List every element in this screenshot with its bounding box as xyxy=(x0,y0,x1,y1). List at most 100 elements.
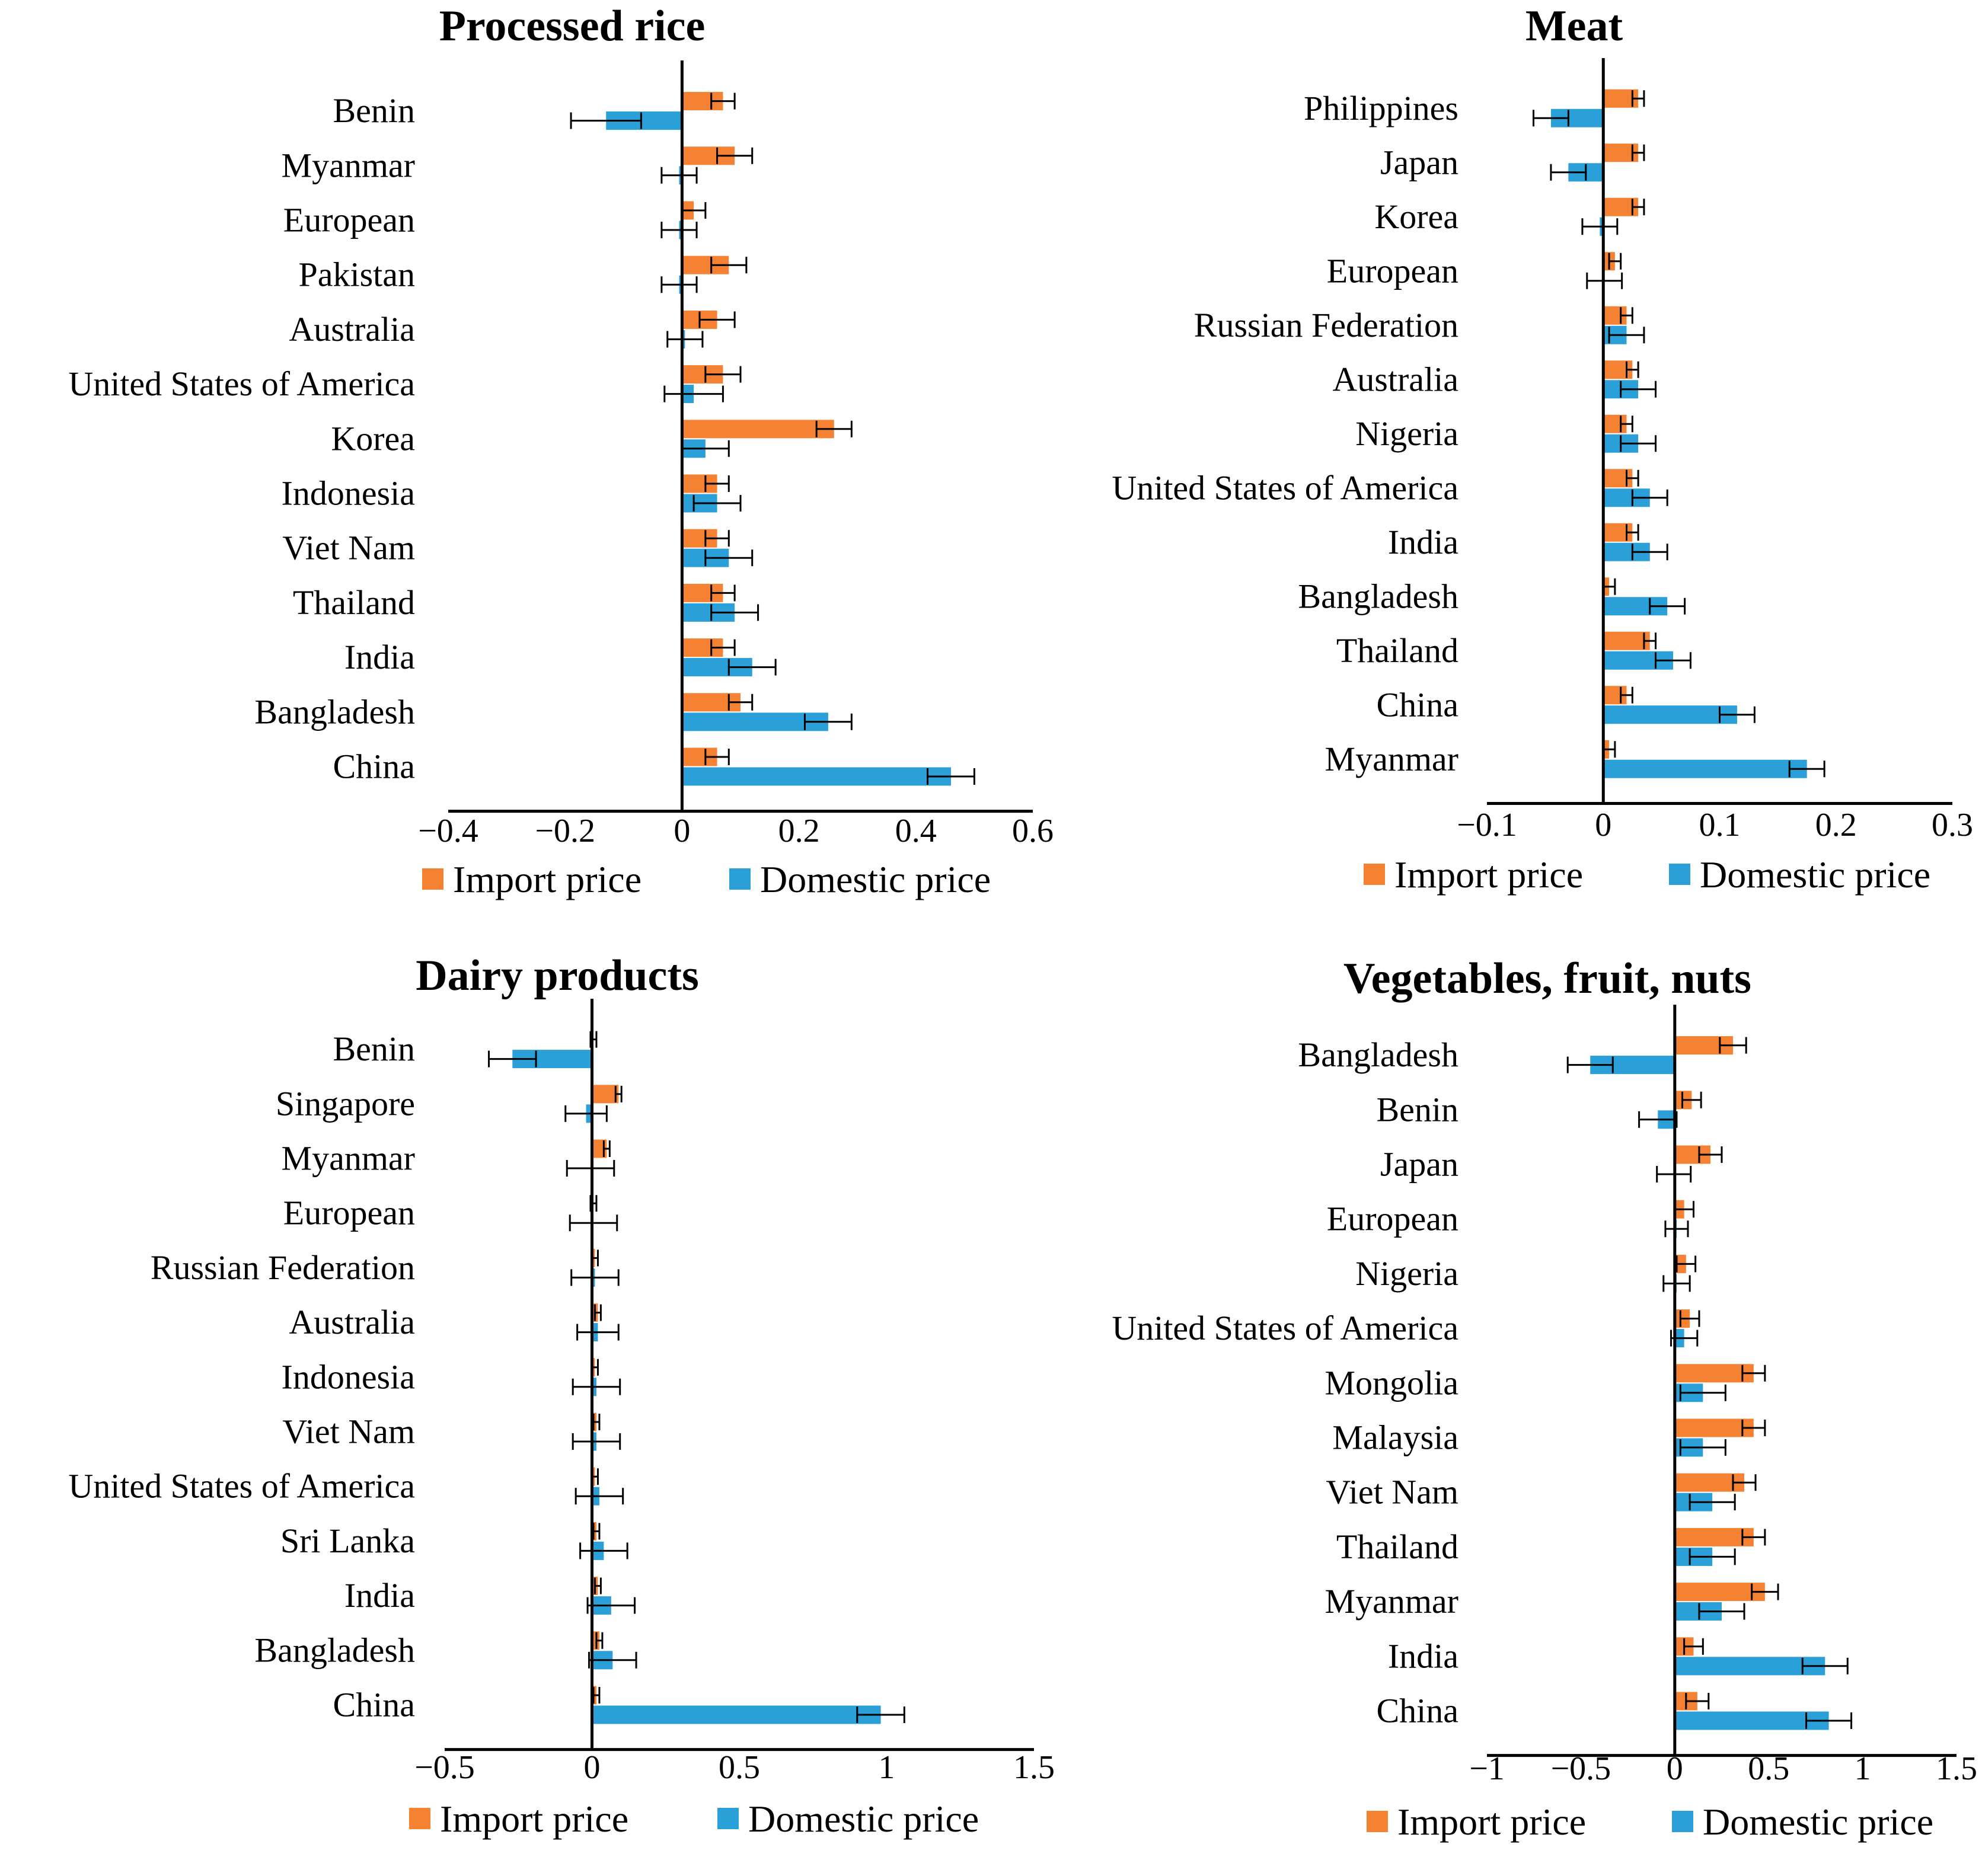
category-label: Japan xyxy=(1380,1145,1458,1184)
import-price-bar xyxy=(682,420,834,439)
category-label: Philippines xyxy=(1304,89,1458,127)
legend: Import price Domestic price xyxy=(422,858,991,900)
category-label: Korea xyxy=(1374,197,1458,236)
import-price-bar xyxy=(1674,1527,1754,1546)
category-label: China xyxy=(333,747,415,786)
import-price-bar xyxy=(592,1085,619,1104)
legend-swatch-domestic xyxy=(1672,1811,1693,1832)
category-label: Sri Lanka xyxy=(280,1522,415,1560)
category-label: Thailand xyxy=(1336,631,1458,670)
category-label: China xyxy=(1376,685,1458,724)
category-label: European xyxy=(283,1194,415,1232)
x-tick-label: 1.5 xyxy=(1013,1749,1055,1786)
x-tick-label: 1.5 xyxy=(1936,1750,1977,1787)
category-label: Australia xyxy=(289,310,415,349)
legend-label-import: Import price xyxy=(453,858,641,900)
category-label: Viet Nam xyxy=(282,529,415,567)
x-tick-label: 1 xyxy=(879,1749,895,1786)
legend: Import price Domestic price xyxy=(409,1798,979,1840)
category-label: Benin xyxy=(1376,1090,1458,1129)
category-label: Australia xyxy=(1332,360,1458,398)
category-label: Nigeria xyxy=(1355,1254,1458,1293)
category-label: Bangladesh xyxy=(254,692,415,731)
category-label: Benin xyxy=(333,91,415,130)
x-tick-label: −0.5 xyxy=(414,1749,475,1786)
category-label: Australia xyxy=(289,1303,415,1341)
legend-swatch-domestic xyxy=(717,1808,739,1829)
import-price-bar xyxy=(1674,1583,1765,1602)
category-label: Thailand xyxy=(293,583,415,622)
category-label: Myanmar xyxy=(1325,1582,1459,1621)
category-label: Myanmar xyxy=(1325,740,1459,778)
x-tick-label: −0.2 xyxy=(535,813,595,849)
category-label: United States of America xyxy=(68,365,415,403)
chart-title: Vegetables, fruit, nuts xyxy=(1343,954,1751,1003)
legend-swatch-import xyxy=(1367,1811,1388,1832)
category-label: Myanmar xyxy=(282,146,416,184)
legend-swatch-domestic xyxy=(1669,864,1690,885)
panel-vegetables-fruit-nuts: Vegetables, fruit, nuts Bangladesh Benin Ja… xyxy=(1112,954,1977,1843)
legend-swatch-import xyxy=(1364,864,1385,885)
x-tick-label: 0 xyxy=(1667,1750,1683,1787)
x-tick-label: 1 xyxy=(1855,1750,1871,1787)
import-price-bar xyxy=(1674,1418,1754,1437)
category-label: Nigeria xyxy=(1355,414,1458,453)
x-tick-label: 0.3 xyxy=(1932,807,1973,843)
import-price-bar xyxy=(1603,631,1650,650)
category-label: United States of America xyxy=(1112,1309,1458,1347)
x-tick-label: 0.5 xyxy=(1748,1750,1789,1787)
category-label: Benin xyxy=(333,1030,415,1068)
legend-label-domestic: Domestic price xyxy=(1700,854,1930,896)
legend-label-domestic: Domestic price xyxy=(748,1798,979,1840)
category-label: Thailand xyxy=(1336,1527,1458,1566)
category-label: Malaysia xyxy=(1332,1418,1458,1457)
category-label: Bangladesh xyxy=(1298,1036,1458,1074)
category-label: Indonesia xyxy=(282,474,416,513)
category-label: India xyxy=(1388,523,1458,561)
category-label: India xyxy=(344,1576,415,1615)
x-tick-label: −0.5 xyxy=(1551,1750,1611,1787)
category-label: Bangladesh xyxy=(1298,577,1458,615)
domestic-price-bar xyxy=(1674,1711,1829,1730)
category-label: Indonesia xyxy=(282,1357,416,1396)
x-tick-label: 0 xyxy=(674,813,690,849)
domestic-price-bar xyxy=(1603,705,1737,724)
domestic-price-bar xyxy=(1674,1657,1825,1676)
category-label: European xyxy=(283,201,415,239)
domestic-price-bar xyxy=(1603,759,1807,778)
category-label: China xyxy=(1376,1692,1458,1730)
category-label: Russian Federation xyxy=(1194,306,1458,344)
x-tick-label: −0.1 xyxy=(1457,807,1517,843)
category-label: Viet Nam xyxy=(282,1412,415,1451)
chart-title: Dairy products xyxy=(416,951,699,1000)
domestic-price-bar xyxy=(592,1705,881,1724)
x-tick-label: 0.2 xyxy=(778,813,820,849)
legend: Import price Domestic price xyxy=(1364,854,1930,896)
x-tick-label: 0.4 xyxy=(895,813,937,849)
x-tick-label: 0.2 xyxy=(1815,807,1857,843)
category-label: Bangladesh xyxy=(254,1631,415,1669)
x-tick-label: 0 xyxy=(584,1749,601,1786)
category-label: Korea xyxy=(331,419,415,458)
chart-title: Processed rice xyxy=(439,2,706,50)
x-tick-label: −1 xyxy=(1469,1750,1505,1787)
x-tick-label: 0.1 xyxy=(1699,807,1741,843)
category-label: Russian Federation xyxy=(151,1248,415,1287)
x-tick-label: 0.6 xyxy=(1012,813,1054,849)
legend-label-domestic: Domestic price xyxy=(760,858,991,900)
category-label: Myanmar xyxy=(282,1139,416,1178)
legend-swatch-import xyxy=(422,868,443,890)
x-tick-label: 0.5 xyxy=(719,1749,760,1786)
category-label: Japan xyxy=(1380,143,1458,181)
legend-label-import: Import price xyxy=(1394,854,1583,896)
legend-swatch-import xyxy=(409,1808,430,1829)
category-label: Mongolia xyxy=(1324,1363,1458,1402)
legend: Import price Domestic price xyxy=(1367,1801,1933,1843)
legend-label-import: Import price xyxy=(1397,1801,1586,1843)
category-label: European xyxy=(1327,251,1458,290)
category-label: United States of America xyxy=(1112,468,1458,507)
x-tick-label: 0 xyxy=(1595,807,1611,843)
category-label: United States of America xyxy=(68,1467,415,1506)
